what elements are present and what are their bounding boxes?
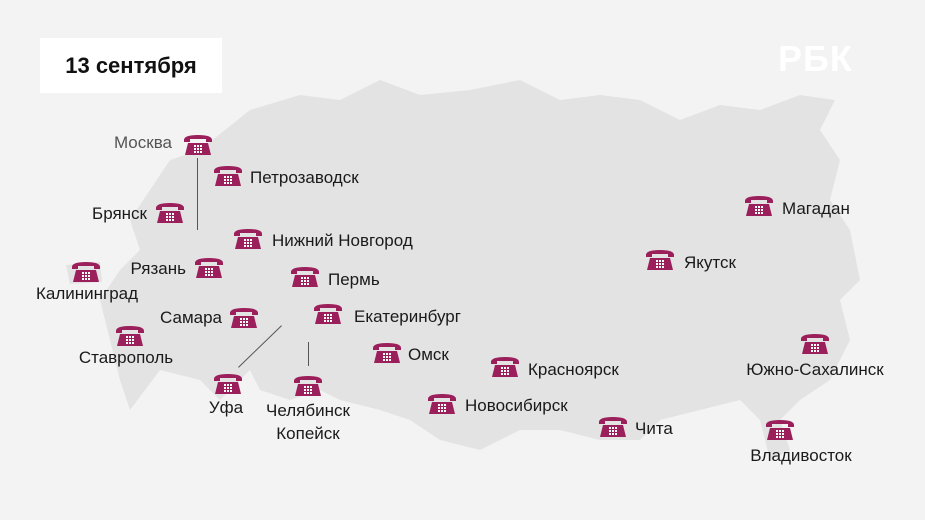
city-name: Омск [408, 345, 449, 364]
city-label: Пермь [328, 270, 380, 290]
chelyabinsk-leader-line [308, 342, 309, 366]
city-name: Владивосток [750, 446, 852, 465]
city-label: Брянск [92, 204, 147, 224]
telephone-icon [644, 249, 676, 271]
telephone-icon [212, 165, 244, 187]
city-label: Южно-Сахалинск [746, 360, 883, 380]
telephone-icon [371, 342, 403, 364]
city-name: Южно-Сахалинск [746, 360, 884, 379]
city-name: Калининград [35, 284, 139, 303]
city-name: Магадан [782, 199, 850, 218]
city-name: Самара [160, 308, 222, 327]
city-label: Екатеринбург [354, 307, 461, 327]
city-label: Калининград [36, 284, 138, 304]
city-name: Красноярск [528, 360, 619, 379]
city-label: Самара [160, 308, 222, 328]
telephone-icon [764, 419, 796, 441]
telephone-icon [426, 393, 458, 415]
telephone-icon [70, 261, 102, 283]
telephone-icon [212, 373, 244, 395]
telephone-icon [743, 195, 775, 217]
city-label: Петрозаводск [250, 168, 359, 188]
telephone-icon [289, 266, 321, 288]
city-label: Красноярск [528, 360, 619, 380]
city-name: Москва [113, 133, 172, 152]
city-label: Челябинск Копейск [266, 401, 350, 444]
telephone-icon [799, 333, 831, 355]
city-label: Омск [408, 345, 449, 365]
telephone-icon [489, 356, 521, 378]
city-name: Чита [635, 419, 673, 438]
city-name: Брянск [92, 204, 147, 223]
city-label: Владивосток [750, 446, 851, 466]
city-label: Ставрополь [79, 348, 173, 368]
telephone-icon [193, 257, 225, 279]
telephone-icon [597, 416, 629, 438]
city-label: Нижний Новгород [272, 231, 413, 251]
city-name: Нижний Новгород [272, 231, 413, 250]
city-name: Пермь [328, 270, 380, 289]
telephone-icon [154, 202, 186, 224]
city-name: Екатеринбург [354, 307, 461, 326]
telephone-icon [292, 375, 324, 397]
telephone-icon [232, 228, 264, 250]
city-label: Москва [114, 133, 172, 153]
city-label: Магадан [782, 199, 850, 219]
telephone-icon [312, 303, 344, 325]
telephone-icon [182, 134, 214, 156]
telephone-icon [228, 307, 260, 329]
city-label: Новосибирск [465, 396, 568, 416]
telephone-icon [114, 325, 146, 347]
city-label: Якутск [684, 253, 736, 273]
city-name: Якутск [684, 253, 736, 272]
city-name-secondary: Копейск [276, 424, 340, 443]
city-label: Рязань [131, 259, 186, 279]
rbc-logo: РБК [778, 38, 853, 79]
city-name: Челябинск [266, 401, 350, 420]
city-label: Уфа [209, 398, 243, 418]
city-label: Чита [635, 419, 673, 439]
city-name: Ставрополь [78, 348, 174, 367]
city-name: Уфа [208, 398, 244, 417]
city-name: Петрозаводск [250, 168, 359, 187]
city-name: Новосибирск [465, 396, 568, 415]
moscow-leader-line [197, 158, 198, 230]
city-name: Рязань [130, 259, 186, 278]
date-title: 13 сентября [40, 38, 222, 93]
